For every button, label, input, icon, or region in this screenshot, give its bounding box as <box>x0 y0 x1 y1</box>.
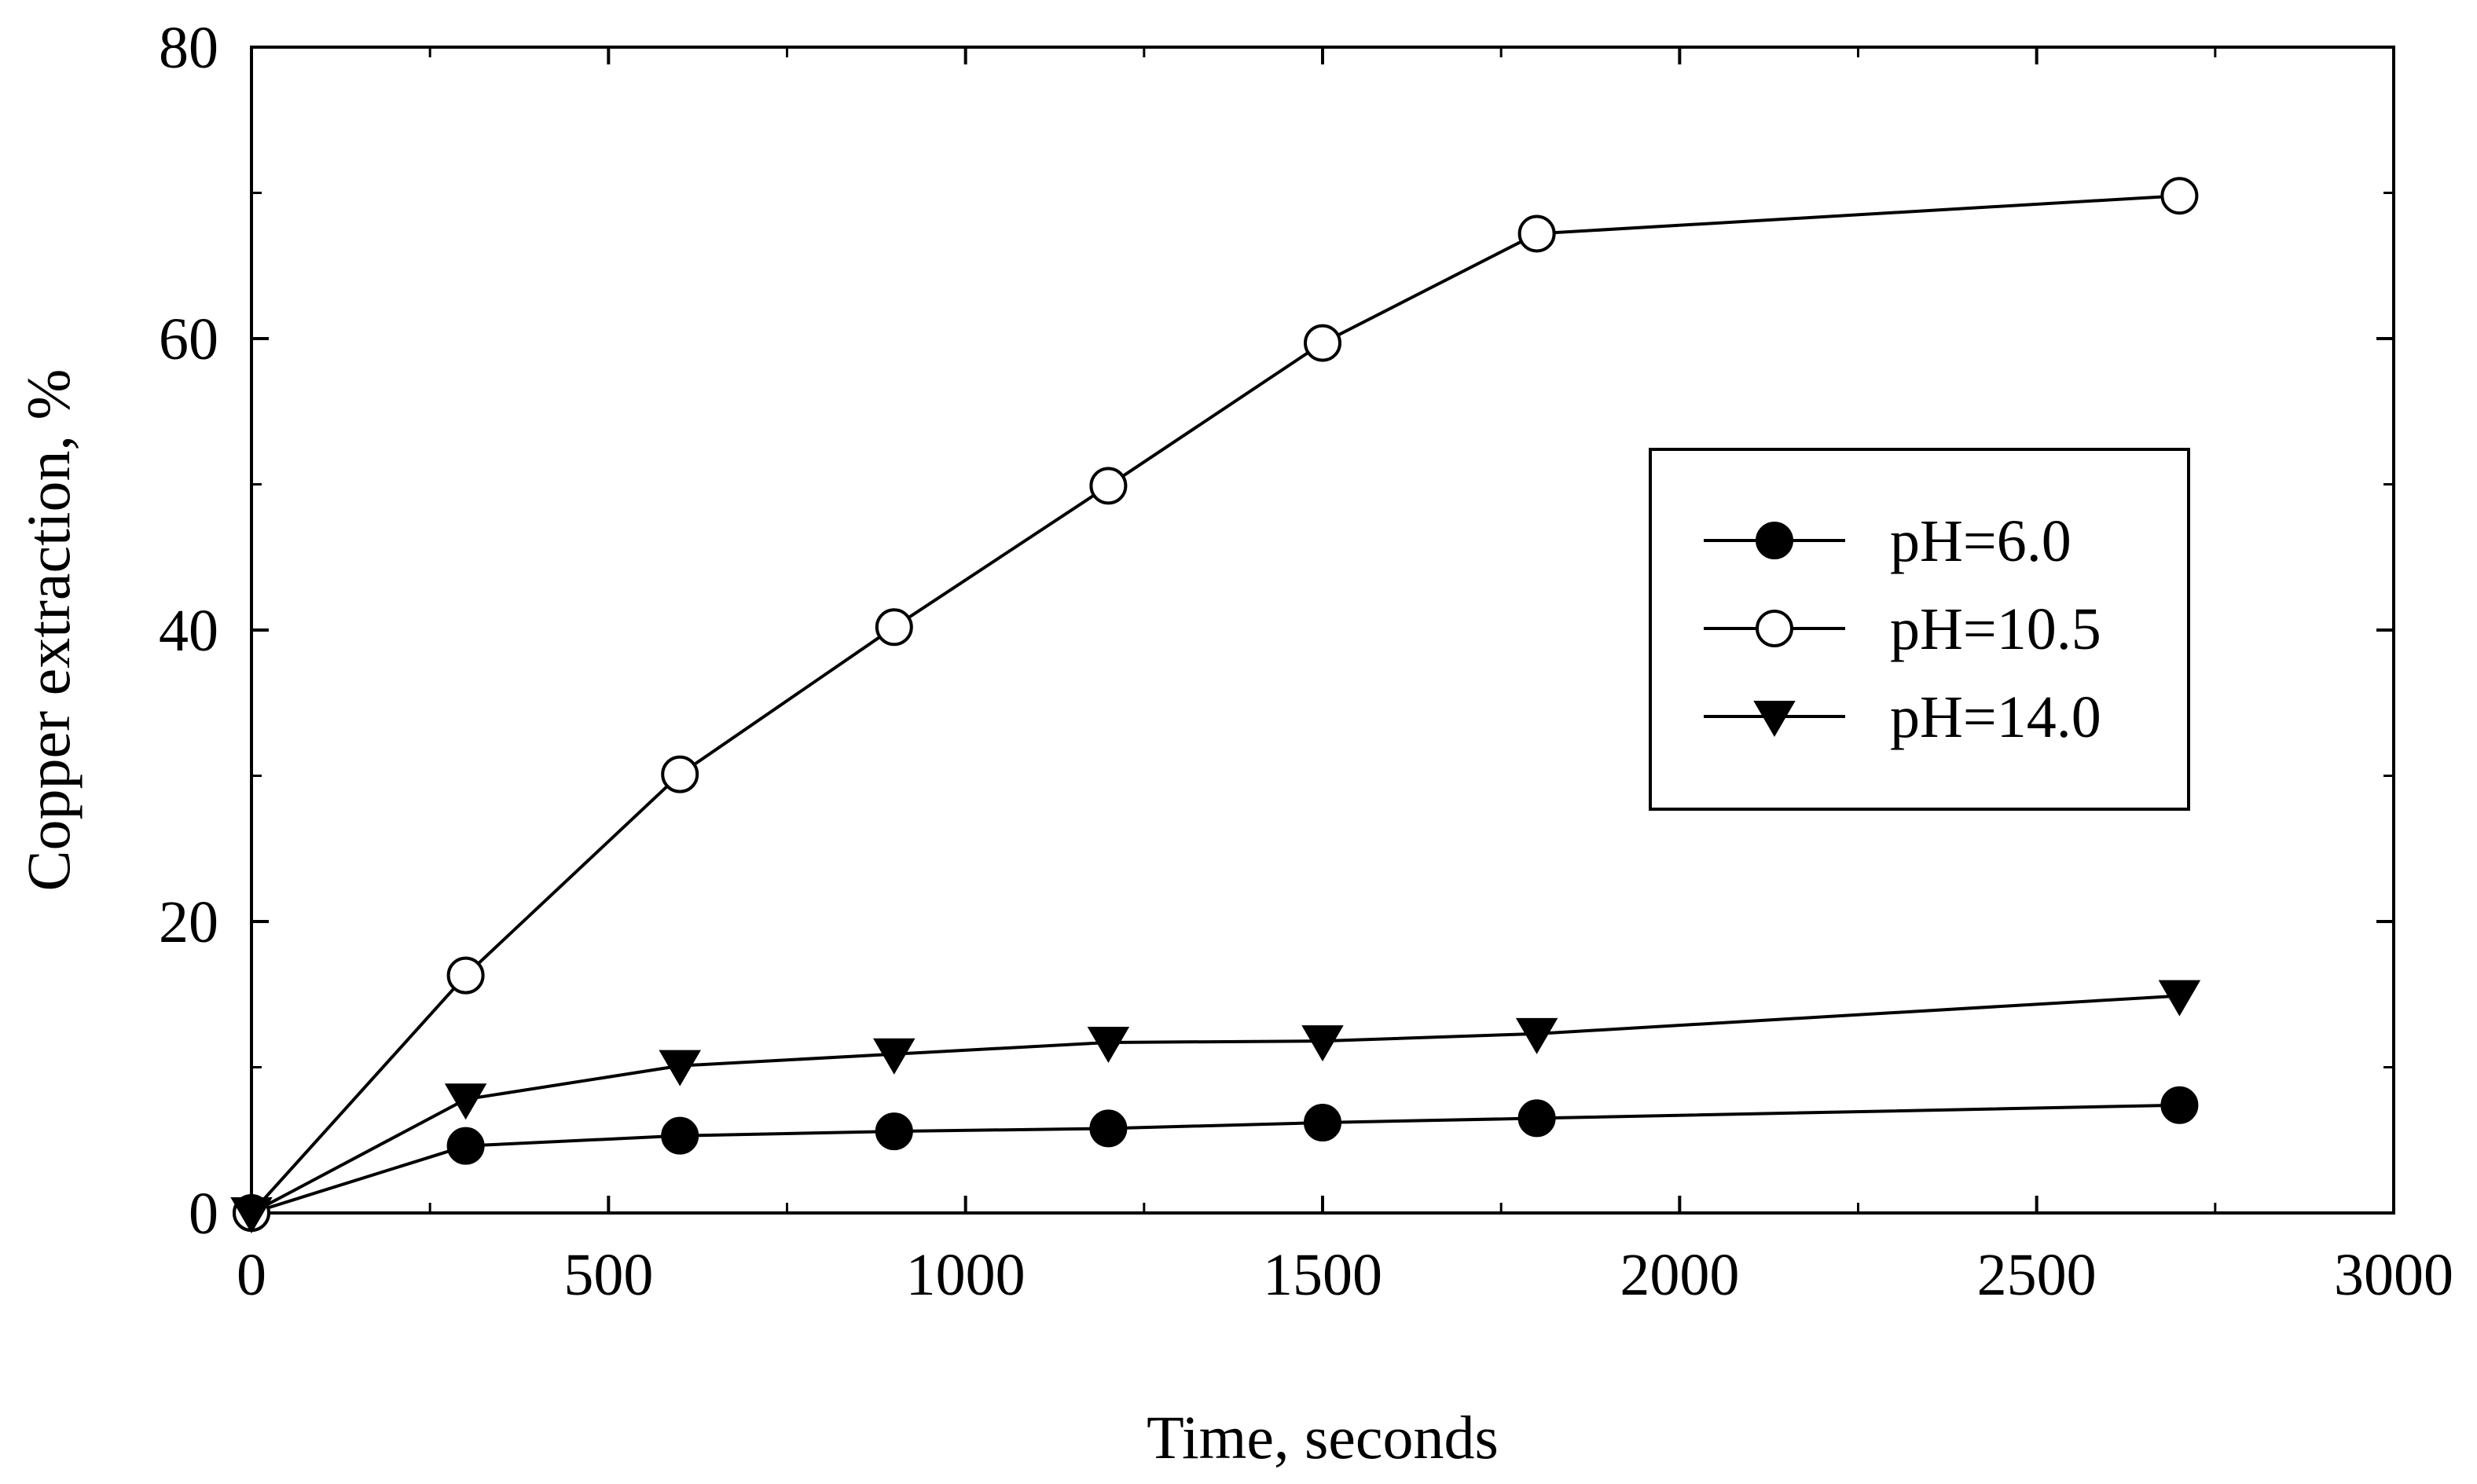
data-point-ph-14-0 <box>1515 1017 1558 1054</box>
series-line-ph-10-5 <box>250 194 2180 1215</box>
x-axis-ticks: 0 500 1000 1500 2000 2500 3000 <box>237 47 2453 1308</box>
x-axis-label: Time, seconds <box>1147 1403 1499 1471</box>
y-tick-label: 20 <box>159 889 218 955</box>
data-point-ph-10-5 <box>446 956 485 995</box>
series-layer <box>230 177 2201 1233</box>
legend-label-ph-6-0: pH=6.0 <box>1890 508 2072 574</box>
x-tick-label: 3000 <box>2334 1242 2453 1308</box>
data-point-ph-6-0 <box>2160 1086 2199 1124</box>
data-point-ph-6-0 <box>875 1112 913 1151</box>
y-axis-ticks: 0 20 40 60 80 <box>159 15 2394 1247</box>
data-point-ph-10-5 <box>1517 214 1556 253</box>
x-tick-label: 2000 <box>1620 1242 1739 1308</box>
series-line-ph-6-0 <box>251 1103 2180 1215</box>
y-tick-label: 40 <box>159 598 218 664</box>
legend: pH=6.0 pH=10.5 pH=14.0 <box>1649 448 2190 811</box>
data-point-ph-14-0 <box>1301 1025 1344 1062</box>
x-tick-label: 500 <box>563 1242 653 1308</box>
legend-label-ph-10-5: pH=10.5 <box>1890 596 2101 662</box>
y-tick-label: 0 <box>189 1181 218 1247</box>
x-tick-label: 2500 <box>1977 1242 2097 1308</box>
data-point-ph-14-0 <box>2158 980 2201 1017</box>
data-point-ph-14-0 <box>444 1083 487 1120</box>
data-point-ph-10-5 <box>875 608 913 647</box>
legend-marker-ph-10-5 <box>1756 610 1793 647</box>
x-tick-label: 0 <box>237 1242 266 1308</box>
series-ph-6-0 <box>233 1086 2199 1232</box>
data-point-ph-10-5 <box>1089 467 1128 505</box>
data-point-ph-10-5 <box>2160 177 2199 215</box>
series-line-ph-14-0 <box>251 994 2180 1215</box>
data-point-ph-14-0 <box>659 1050 701 1086</box>
data-point-ph-6-0 <box>661 1116 699 1155</box>
series-ph-14-0 <box>230 980 2201 1233</box>
y-axis-label: Copper extraction, % <box>14 369 83 892</box>
x-tick-label: 1500 <box>1263 1242 1382 1308</box>
legend-label-ph-14-0: pH=14.0 <box>1890 684 2101 750</box>
legend-marker-ph-14-0 <box>1753 701 1796 737</box>
data-point-ph-10-5 <box>1304 324 1341 362</box>
data-point-ph-14-0 <box>230 1197 273 1233</box>
data-point-ph-6-0 <box>446 1127 485 1165</box>
data-point-ph-6-0 <box>1304 1103 1341 1141</box>
series-ph-10-5 <box>233 177 2199 1232</box>
data-point-ph-6-0 <box>1089 1109 1128 1148</box>
data-point-ph-14-0 <box>1087 1026 1130 1063</box>
x-tick-label: 1000 <box>906 1242 1026 1308</box>
data-point-ph-6-0 <box>1517 1099 1556 1138</box>
y-tick-label: 80 <box>159 15 218 81</box>
data-point-ph-10-5 <box>661 755 699 793</box>
legend-marker-ph-6-0 <box>1756 522 1793 559</box>
data-point-ph-14-0 <box>873 1038 916 1075</box>
y-tick-label: 60 <box>159 306 218 372</box>
